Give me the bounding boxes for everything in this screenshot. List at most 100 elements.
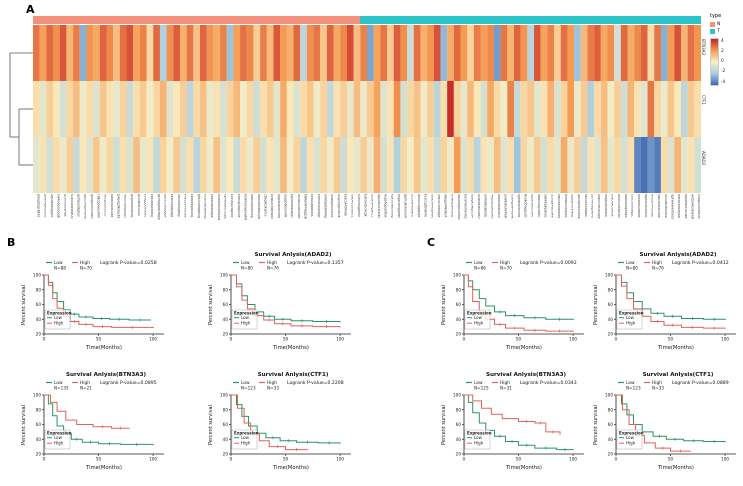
column-label: c8oo0k8ss8gw xyxy=(210,194,214,218)
svg-text:60: 60 xyxy=(36,302,42,307)
km-plot-c4-ctf1: Survival Anlysis(CTF1) Low N=123 High N=33 Lo… xyxy=(590,368,742,480)
column-label: kgk0cw8soo8g xyxy=(390,194,394,218)
svg-text:Logrank P-value=0.0092: Logrank P-value=0.0092 xyxy=(520,260,577,266)
column-label: kcwk0cowowo0 xyxy=(270,194,274,219)
column-label: w0osc44sc0kk xyxy=(650,194,654,218)
svg-text:0: 0 xyxy=(615,457,618,462)
column-label: s084gow4wo4k xyxy=(510,194,514,219)
svg-text:Percent survival: Percent survival xyxy=(593,285,599,325)
column-label: swk4ww4lco8k xyxy=(657,194,661,218)
svg-text:50: 50 xyxy=(668,457,674,462)
expression-heatmap xyxy=(33,25,701,193)
colorbar-ticks: 4 2 0 -2 -4 xyxy=(721,38,725,84)
svg-text:N=125: N=125 xyxy=(474,386,489,391)
svg-text:Low: Low xyxy=(474,315,483,320)
column-label: 08k4c0o88ggs xyxy=(436,194,440,218)
column-label: 8s8gk0wgoc84 xyxy=(470,194,474,219)
colorbar-tick: 2 xyxy=(721,47,724,53)
panel-c-label: C xyxy=(427,236,436,249)
svg-text:Low: Low xyxy=(474,435,483,440)
svg-text:Time(Months): Time(Months) xyxy=(657,345,694,351)
svg-text:Expression: Expression xyxy=(234,311,259,316)
svg-text:N=123: N=123 xyxy=(626,386,641,391)
svg-text:100: 100 xyxy=(721,457,729,462)
column-label: c8sg8cskwccs xyxy=(263,194,267,217)
km-plot-c1: Low N=86 High N=70 Logrank P-value=0.0092 20 4… xyxy=(438,248,590,360)
svg-text:80: 80 xyxy=(36,287,42,292)
column-label: ssc4w08g0k4o xyxy=(590,194,594,218)
svg-text:N=76: N=76 xyxy=(267,266,279,271)
column-label: g48s4gkckw0c xyxy=(43,194,47,218)
svg-text:80: 80 xyxy=(223,407,229,412)
svg-text:20: 20 xyxy=(608,452,614,457)
type-swatch xyxy=(710,28,715,34)
svg-text:High: High xyxy=(626,321,636,326)
column-label: ks0ggoo40ok0 xyxy=(143,194,147,218)
column-label: q4og0ogc8k4s xyxy=(36,194,40,218)
column-label: k0c0c44wgcoc xyxy=(230,194,234,218)
column-label: ocss0wkok8ss xyxy=(310,194,314,217)
svg-text:0: 0 xyxy=(43,337,46,342)
svg-text:50: 50 xyxy=(668,337,674,342)
column-label: k4kcso040c8w xyxy=(183,194,187,218)
svg-text:20: 20 xyxy=(456,452,462,457)
svg-text:Survival Anlysis(ADAD2): Survival Anlysis(ADAD2) xyxy=(639,252,716,258)
column-label: 8os440ggkog4 xyxy=(416,194,420,218)
column-label: sokk4k8gwok4 xyxy=(623,194,627,218)
column-label: s800c448okkk xyxy=(583,194,587,218)
svg-text:Time(Months): Time(Months) xyxy=(85,465,122,471)
svg-text:0: 0 xyxy=(43,457,46,462)
svg-text:100: 100 xyxy=(569,337,577,342)
svg-text:Expression: Expression xyxy=(619,311,644,316)
svg-text:60: 60 xyxy=(36,422,42,427)
column-label: kg4wgw0c0ogk xyxy=(223,194,227,219)
type-legend-item: T xyxy=(710,28,743,34)
heatmap-legend: type N T 4 2 0 -2 -4 xyxy=(710,13,743,86)
column-label: g00go400cow0 xyxy=(90,194,94,219)
column-label: o0wso80wswww xyxy=(216,194,220,221)
svg-text:Percent survival: Percent survival xyxy=(208,405,214,445)
column-label: ggocswgw0848 xyxy=(83,194,87,219)
column-label: 0gs8ks80gg84 xyxy=(50,194,54,218)
svg-text:Expression: Expression xyxy=(619,431,644,436)
column-label: gcs4sokog4gk xyxy=(63,194,67,217)
column-label: gcgockws8c4g xyxy=(130,194,134,218)
column-label: cw4o4gsosog8 xyxy=(56,194,60,218)
svg-text:Expression: Expression xyxy=(467,431,492,436)
svg-text:80: 80 xyxy=(608,407,614,412)
column-label: s8kc0080w4gw xyxy=(597,194,601,219)
svg-text:Low: Low xyxy=(241,315,250,320)
svg-text:High: High xyxy=(54,441,64,446)
km-svg: Survival Anlysis(ADAD2)LowN=80HighN=76Lo… xyxy=(208,252,351,351)
svg-text:100: 100 xyxy=(33,393,41,398)
type-swatch-label: N xyxy=(717,22,721,27)
column-label: o84owgo00cww xyxy=(457,194,460,220)
svg-text:50: 50 xyxy=(516,337,522,342)
heatmap-row-label: ADAD2 xyxy=(701,151,706,166)
colorbar: 4 2 0 -2 -4 xyxy=(710,37,743,86)
svg-text:Expression: Expression xyxy=(467,311,492,316)
column-label: cocc00oo8ggc xyxy=(630,194,634,217)
svg-text:100: 100 xyxy=(453,393,461,398)
svg-text:High: High xyxy=(241,321,251,326)
svg-text:Percent survival: Percent survival xyxy=(21,405,27,445)
svg-text:100: 100 xyxy=(336,457,344,462)
svg-text:100: 100 xyxy=(605,273,613,278)
svg-text:N=76: N=76 xyxy=(652,266,664,271)
column-label: 8g8sc0k0o80o xyxy=(643,194,647,218)
svg-text:0: 0 xyxy=(230,337,233,342)
column-label: o400gok8444g xyxy=(323,194,327,218)
svg-text:40: 40 xyxy=(608,437,614,442)
column-label: wsc8csoswg88 xyxy=(677,194,681,218)
svg-text:Low: Low xyxy=(474,380,483,386)
svg-text:N=21: N=21 xyxy=(80,386,92,391)
km-plot-b2-adad2: Survival Anlysis(ADAD2) Low N=80 High N=76 Lo… xyxy=(205,248,357,360)
svg-text:N=80: N=80 xyxy=(241,266,253,271)
column-label: s0g04kws8w00 xyxy=(70,194,74,219)
svg-text:Survival Anlysis(BTN3A3): Survival Anlysis(BTN3A3) xyxy=(486,372,567,378)
svg-text:Low: Low xyxy=(241,260,250,266)
column-label: s0k04kco84sk xyxy=(610,194,614,217)
column-label: 8coko0wggss0 xyxy=(523,194,527,218)
column-label: gs0wssokgkss xyxy=(76,194,80,217)
